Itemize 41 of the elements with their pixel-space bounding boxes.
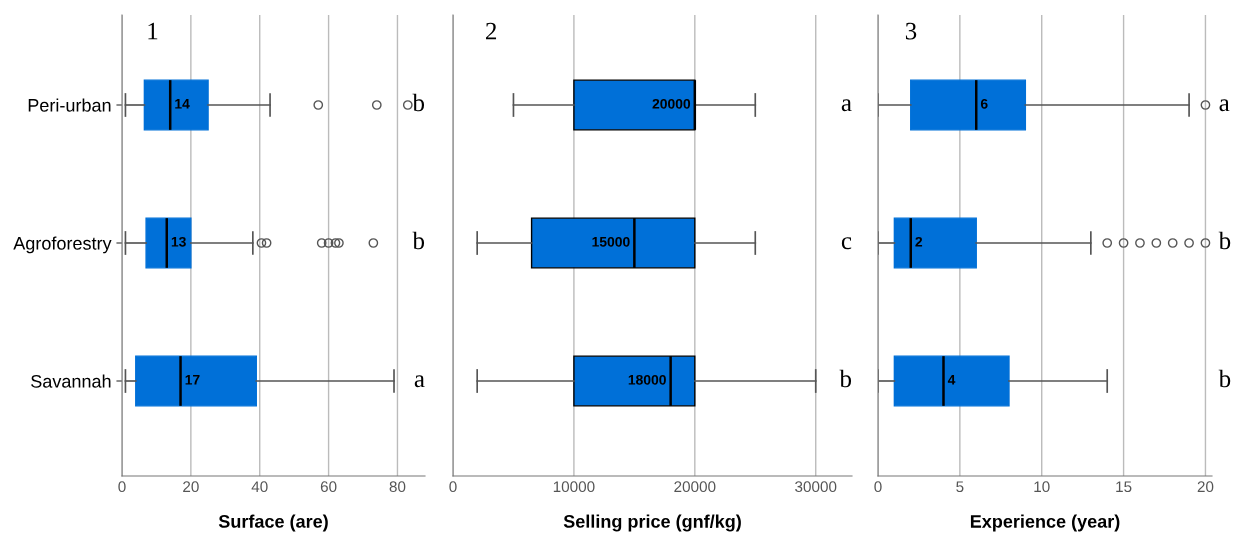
x-tick-label: 20 <box>1197 481 1214 493</box>
annotation: c <box>841 237 852 250</box>
x-tick-label: 0 <box>874 481 882 493</box>
x-tick-label: 80 <box>389 481 406 493</box>
x-tick-label: 5 <box>956 481 964 493</box>
x-tick-label: 10000 <box>553 481 595 493</box>
annotation: b <box>412 93 425 112</box>
text: 4 <box>947 375 956 385</box>
x-axis-title: Selling price (gnf/kg) <box>563 514 741 532</box>
text: b <box>1218 369 1231 388</box>
annotation: a <box>414 375 425 388</box>
y-tick-label: Savannah <box>31 374 111 388</box>
x-tick-label: 30000 <box>795 481 837 493</box>
y-tick-label: Peri-urban <box>28 98 111 112</box>
x-tick-label: 60 <box>320 481 337 493</box>
annotation: b <box>839 369 852 388</box>
chart-title: 3 <box>905 22 917 40</box>
text: 17 <box>185 375 200 385</box>
text: 14 <box>175 99 190 109</box>
text: 18000 <box>628 374 666 385</box>
text: 6 <box>980 98 988 109</box>
x-tick-label: 0 <box>449 481 457 493</box>
y-tick-label: Agroforestry <box>13 236 112 254</box>
text: 15000 <box>592 236 630 247</box>
x-axis-title: Experience (year) <box>970 514 1120 532</box>
text: 20000 <box>652 98 691 109</box>
x-axis-title: Surface (are) <box>218 514 328 532</box>
x-tick-label: 0 <box>118 481 126 493</box>
x-tick-label: 15 <box>1116 481 1132 493</box>
annotation: a <box>841 99 852 112</box>
text: b <box>1218 231 1231 250</box>
text: 13 <box>171 236 186 247</box>
x-tick-label: 20000 <box>674 481 716 493</box>
x-tick-label: 20 <box>183 481 199 493</box>
text: 2 <box>915 236 923 247</box>
chart-title: 2 <box>486 22 497 40</box>
annotation: b <box>412 231 425 250</box>
chart-title: 1 <box>148 22 158 40</box>
text: a <box>1219 99 1230 112</box>
x-tick-label: 10 <box>1034 481 1050 493</box>
x-tick-label: 40 <box>251 481 268 493</box>
